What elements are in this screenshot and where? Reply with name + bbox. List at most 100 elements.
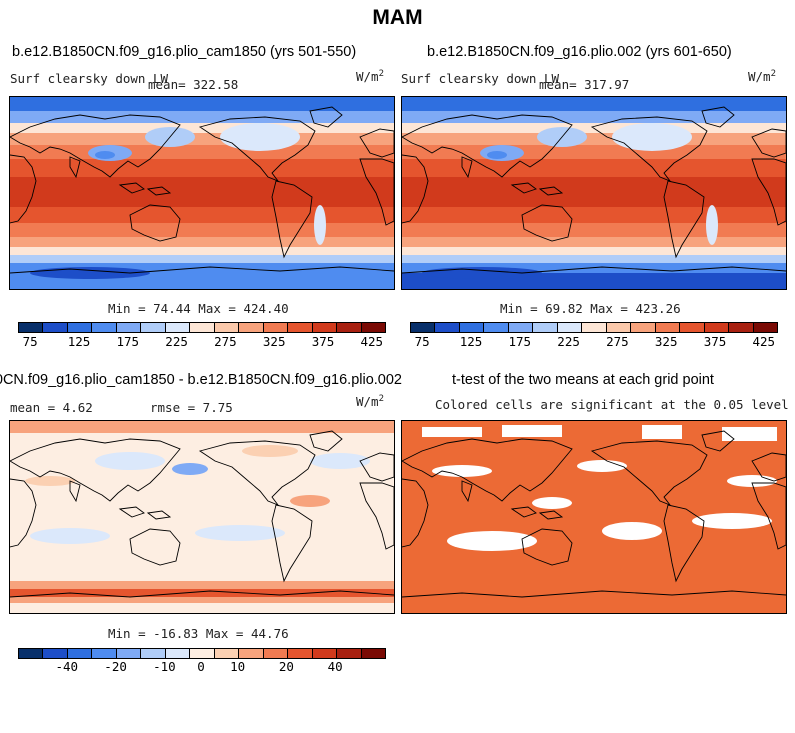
- colorbar-swatch: [680, 323, 705, 332]
- lat-band-0: [10, 97, 394, 111]
- colorbar-tick-label: 225: [557, 334, 580, 349]
- lat-band-0: [402, 97, 786, 111]
- coastline-2: [69, 156, 81, 179]
- panel3-minmax: Min = -16.83 Max = 44.76: [108, 626, 289, 641]
- colorbar-swatch: [43, 649, 68, 658]
- colorbar-swatch: [288, 649, 313, 658]
- panel2-colorbar: [410, 322, 778, 333]
- coastline-0: [402, 114, 573, 178]
- colorbar-swatch: [263, 323, 289, 332]
- coastline-1: [402, 154, 429, 224]
- coastline-4: [521, 204, 573, 242]
- coastline-6: [701, 430, 735, 452]
- coastline-8: [751, 452, 786, 482]
- colorbar-swatch: [631, 323, 656, 332]
- lat-band-11: [402, 255, 786, 263]
- nonsignif-region-0: [422, 427, 482, 437]
- panel3-map: [9, 420, 395, 614]
- coastline-2: [461, 156, 473, 179]
- field-patch-1: [487, 151, 507, 159]
- lat-band-6: [402, 177, 786, 207]
- panel1-units: W/m2: [356, 69, 384, 85]
- coastline-0: [402, 438, 573, 502]
- panel2-variable: Surf clearsky down LW: [401, 71, 560, 86]
- lat-band-7: [402, 207, 786, 223]
- coastline-7: [271, 180, 313, 259]
- colorbar-swatch: [435, 323, 460, 332]
- colorbar-tick-label: 20: [278, 659, 294, 674]
- colorbar-tick-label: 275: [214, 334, 237, 349]
- lat-band-9: [10, 237, 394, 247]
- colorbar-swatch: [92, 649, 117, 658]
- lat-band-6: [10, 177, 394, 207]
- colorbar-tick-label: 0: [197, 659, 205, 674]
- panel1-variable: Surf clearsky down LW: [10, 71, 169, 86]
- panel3-units: W/m2: [356, 394, 384, 410]
- lat-band-10: [10, 247, 394, 255]
- colorbar-swatch: [557, 323, 583, 332]
- panel3-mean: mean = 4.62: [10, 400, 93, 415]
- colorbar-swatch: [239, 649, 264, 658]
- coastline-5: [198, 440, 316, 507]
- colorbar-swatch: [214, 323, 240, 332]
- panel4-map: [401, 420, 787, 614]
- lat-band-10: [402, 247, 786, 255]
- colorbar-tick-label: 125: [67, 334, 91, 349]
- panel1-minmax: Min = 74.44 Max = 424.40: [108, 301, 289, 316]
- lat-band-7: [10, 207, 394, 223]
- diff-patch-7: [195, 525, 285, 541]
- colorbar-tick-label: 175: [508, 334, 532, 349]
- coastline-10: [402, 590, 786, 598]
- panel1-colorbar: [18, 322, 386, 333]
- colorbar-tick-label: -10: [153, 659, 176, 674]
- diff-patch-4: [95, 452, 165, 470]
- colorbar-swatch: [190, 649, 215, 658]
- coastline-4: [129, 204, 181, 242]
- colorbar-tick-label: 225: [165, 334, 188, 349]
- lat-band-3: [402, 133, 786, 145]
- diff-patch-3: [172, 463, 208, 475]
- coastline-7: [663, 504, 705, 583]
- panel1-title: b.e12.B1850CN.f09_g16.plio_cam1850 (yrs …: [12, 44, 357, 60]
- colorbar-swatch: [582, 323, 607, 332]
- colorbar-swatch: [165, 649, 191, 658]
- coastline-10: [10, 266, 394, 274]
- coastline-9: [359, 158, 394, 226]
- colorbar-swatch: [361, 323, 386, 332]
- colorbar-swatch: [312, 323, 338, 332]
- colorbar-tick-label: 375: [311, 334, 335, 349]
- coastline-1: [402, 478, 429, 548]
- lat-band-5: [10, 159, 394, 177]
- colorbar-swatch: [411, 323, 436, 332]
- panel4-title: t-test of the two means at each grid poi…: [452, 372, 714, 388]
- colorbar-tick-label: -20: [104, 659, 127, 674]
- lat-band-8: [402, 223, 786, 237]
- colorbar-tick-label: 325: [262, 334, 286, 349]
- nonsignif-region-8: [692, 513, 772, 529]
- colorbar-swatch: [337, 649, 362, 658]
- coastline-2: [461, 480, 473, 503]
- colorbar-swatch: [116, 323, 142, 332]
- colorbar-swatch: [312, 649, 338, 658]
- panel2-title: b.e12.B1850CN.f09_g16.plio.002 (yrs 601-…: [427, 44, 732, 60]
- coastline-3: [510, 506, 564, 520]
- nonsignif-region-2: [642, 425, 682, 439]
- panel2-map: [401, 96, 787, 290]
- nonsignif-region-10: [727, 475, 777, 487]
- colorbar-tick-label: 75: [22, 334, 38, 349]
- coastline-9: [751, 158, 786, 226]
- colorbar-swatch: [508, 323, 534, 332]
- colorbar-swatch: [19, 323, 44, 332]
- coastline-7: [271, 504, 313, 583]
- lat-band-8: [10, 223, 394, 237]
- lat-band-9: [402, 237, 786, 247]
- colorbar-swatch: [43, 323, 68, 332]
- panel4-subtitle: Colored cells are significant at the 0.0…: [435, 397, 789, 412]
- diff-patch-0: [10, 421, 394, 433]
- diff-patch-5: [310, 453, 370, 469]
- colorbar-tick-label: 425: [360, 334, 384, 349]
- coastline-6: [701, 106, 735, 128]
- nonsignif-region-9: [532, 497, 572, 509]
- diff-patch-8: [290, 495, 330, 507]
- coastline-8: [751, 128, 786, 158]
